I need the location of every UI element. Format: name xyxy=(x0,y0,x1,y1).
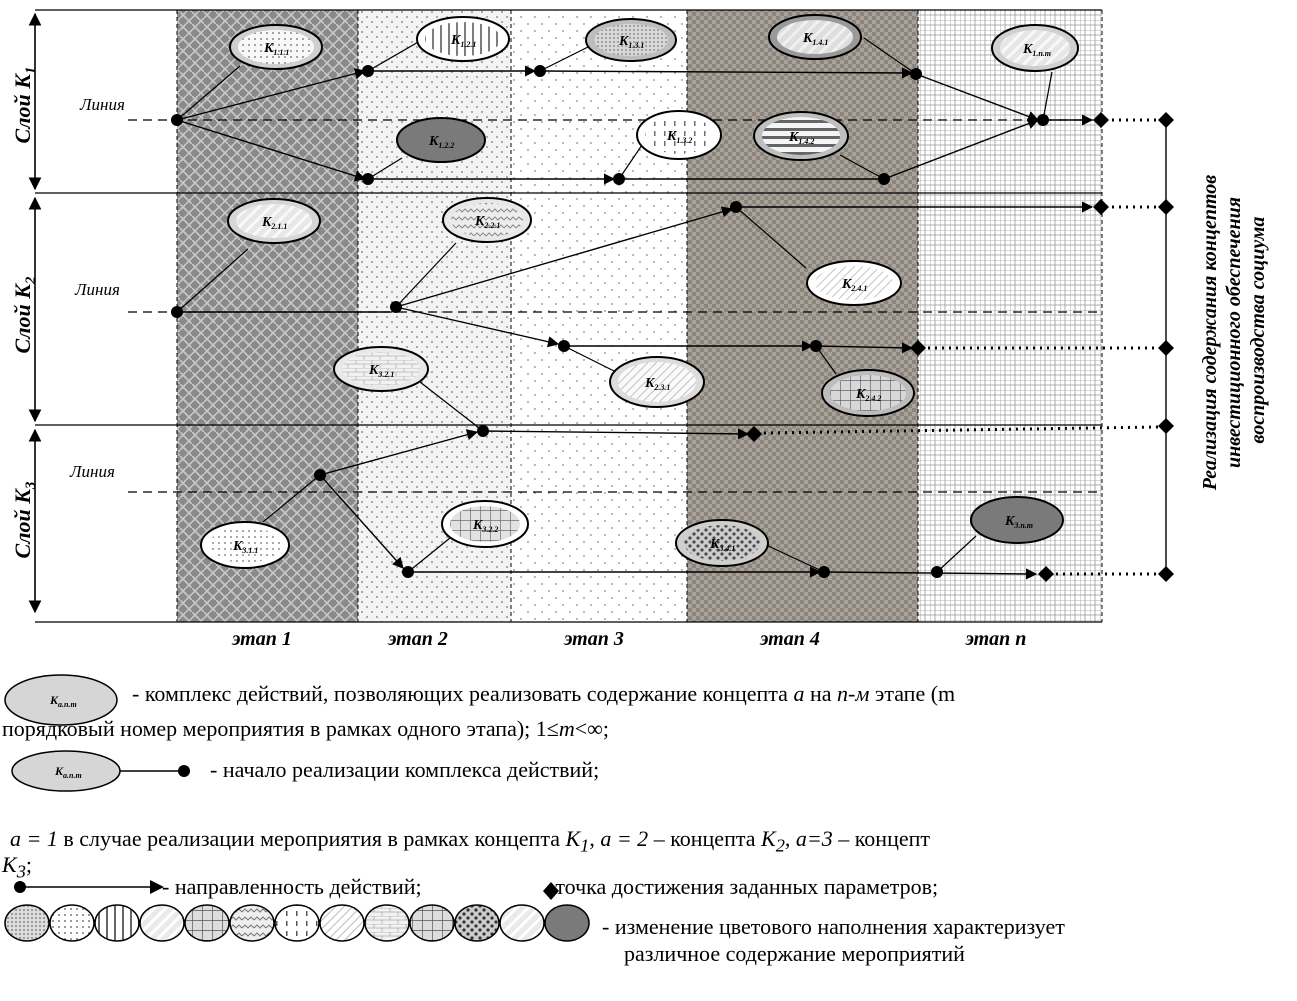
legend-line-4: a = 1 в случае реализации мероприятия в … xyxy=(10,826,930,856)
svg-text:Ka.n.m: Ka.n.m xyxy=(54,764,82,780)
stage-3-column xyxy=(511,10,687,622)
concept-node-label: K1.3.1 xyxy=(618,34,644,50)
concept-node-2-3-1: K2.3.1 xyxy=(609,356,705,408)
concept-node-label: K3.n.m xyxy=(1004,514,1033,530)
concept-node-label: K1.4.1 xyxy=(802,31,828,47)
legend-line-2: порядковый номер мероприятия в рамках од… xyxy=(2,716,609,741)
concept-node-label: K1.2.2 xyxy=(428,134,454,150)
concept-node-label: K1.1.1 xyxy=(263,41,289,57)
concept-node-1-4-2: K1.4.2 xyxy=(753,111,849,161)
legend-line-5: K3; xyxy=(2,852,32,882)
legend-diamond-symbol xyxy=(543,882,559,900)
stage-label-2: этап 2 xyxy=(387,628,448,650)
legend-symbol-2: Ka.n.m xyxy=(11,750,190,792)
concept-node-1-4-1: K1.4.1 xyxy=(768,14,862,60)
concept-node-label: K2.2.1 xyxy=(474,214,500,230)
concept-node-3-4-1: K3.4.1 xyxy=(675,519,769,567)
layer-2-line-label: Линия xyxy=(74,280,120,299)
concept-node-label: K1.n.m xyxy=(1022,42,1051,58)
concept-implementation-diagram: Слой K1 Слой K2 Слой K3 Линия Линия Лини… xyxy=(10,9,1269,650)
legend-line-3: - начало реализации комплекса действий; xyxy=(210,757,600,782)
legend-line-8: различное содержание мероприятий xyxy=(624,941,965,966)
svg-text:Ka.n.m: Ka.n.m xyxy=(49,693,77,709)
stage-label-1: этап 1 xyxy=(231,628,292,650)
layer-3-label: Слой K3 xyxy=(10,481,39,558)
legend-line-1: - комплекс действий, позволяющих реализо… xyxy=(132,681,956,706)
legend-line-7: - изменение цветового наполнения характе… xyxy=(602,914,1065,939)
start-points xyxy=(171,65,1049,578)
concept-node-2-2-1: K2.2.1 xyxy=(442,197,532,243)
layer-borders xyxy=(35,9,1102,623)
stage-label-n: этап n xyxy=(965,628,1027,650)
concept-node-1-3-1: K1.3.1 xyxy=(585,18,677,62)
action-arrows xyxy=(176,65,1094,580)
stage-label-3: этап 3 xyxy=(563,628,624,650)
concept-node-label: K2.4.1 xyxy=(841,277,867,293)
concept-nodes: K1.1.1 K1.2.1 K1.3.1 K1.4.1 K1.n.m K1.2.2 K1.3… xyxy=(200,14,1079,569)
legend-line-6b: -точка достижения заданных параметров; xyxy=(548,874,939,899)
concept-node-label: K2.3.1 xyxy=(644,376,670,392)
concept-node-label: K1.3.2 xyxy=(666,129,692,145)
concept-node-3-n-m: K3.n.m xyxy=(970,496,1064,544)
dotted-links xyxy=(763,118,1159,576)
stage-labels: этап 1 этап 2 этап 3 этап 4 этап n xyxy=(231,628,1026,650)
concept-node-1-2-2: K1.2.2 xyxy=(396,117,486,163)
concept-node-label: K3.2.2 xyxy=(472,518,498,534)
legend-line-6: - направленность действий; xyxy=(162,874,422,899)
concept-node-label: K3.4.1 xyxy=(709,537,735,553)
concept-node-1-n-m: K1.n.m xyxy=(991,24,1079,72)
concept-node-2-4-1: K2.4.1 xyxy=(806,260,902,306)
concept-node-2-1-1: K2.1.1 xyxy=(227,198,321,244)
layer-1-label: Слой K1 xyxy=(10,67,39,144)
concept-node-1-1-1: K1.1.1 xyxy=(229,24,323,70)
stage-label-4: этап 4 xyxy=(759,628,820,650)
concept-node-label: K3.2.1 xyxy=(368,363,394,379)
concept-node-label: K1.4.2 xyxy=(788,130,814,146)
right-title: Реализация содержания концептов инвестиц… xyxy=(1199,170,1269,491)
concept-node-1-3-2: K1.3.2 xyxy=(636,110,722,160)
legend-pattern-strip xyxy=(4,904,590,942)
concept-node-3-1-1: K3.1.1 xyxy=(200,521,290,569)
concept-node-label: K1.2.1 xyxy=(450,33,476,49)
concept-node-label: K2.4.2 xyxy=(855,387,881,403)
layer-3-line-label: Линия xyxy=(69,462,115,481)
concept-node-label: K2.1.1 xyxy=(261,215,287,231)
layer-2-label: Слой K2 xyxy=(10,276,39,353)
concept-node-1-2-1: K1.2.1 xyxy=(416,16,510,62)
concept-node-2-4-2: K2.4.2 xyxy=(821,369,915,417)
legend-arrow-symbol xyxy=(14,880,164,894)
legend-symbol-1: Ka.n.m xyxy=(4,674,118,726)
concept-node-3-2-2: K3.2.2 xyxy=(441,500,529,548)
concept-node-label: K3.1.1 xyxy=(232,539,258,555)
layer-midlines xyxy=(128,119,1102,493)
concept-node-3-2-1: K3.2.1 xyxy=(333,346,429,392)
layer-1-line-label: Линия xyxy=(79,95,125,114)
